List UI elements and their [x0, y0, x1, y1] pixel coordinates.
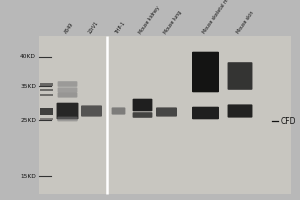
FancyBboxPatch shape: [133, 112, 152, 118]
Bar: [40, 89, 53, 91]
Bar: [40, 118, 53, 120]
Text: 40KD: 40KD: [20, 54, 36, 60]
FancyBboxPatch shape: [192, 52, 219, 92]
FancyBboxPatch shape: [58, 87, 77, 93]
Text: A549: A549: [63, 22, 74, 35]
Bar: [40, 82, 53, 86]
Text: THP-1: THP-1: [114, 21, 127, 35]
Bar: [39, 36, 291, 194]
Bar: [40, 108, 53, 114]
FancyBboxPatch shape: [58, 92, 77, 98]
Text: 35KD: 35KD: [20, 84, 36, 88]
FancyBboxPatch shape: [192, 107, 219, 119]
Text: CFD: CFD: [280, 116, 296, 126]
FancyBboxPatch shape: [56, 103, 79, 119]
FancyBboxPatch shape: [133, 99, 152, 111]
FancyBboxPatch shape: [112, 107, 125, 115]
FancyBboxPatch shape: [57, 117, 78, 121]
FancyBboxPatch shape: [228, 62, 253, 90]
Text: Mouse lung: Mouse lung: [162, 10, 182, 35]
FancyBboxPatch shape: [228, 104, 253, 118]
Text: Mouse kidney: Mouse kidney: [138, 5, 161, 35]
Text: Mouse skin: Mouse skin: [236, 11, 255, 35]
Text: Mouse skeletal muscle: Mouse skeletal muscle: [201, 0, 236, 35]
Bar: [40, 94, 53, 96]
FancyBboxPatch shape: [58, 81, 77, 87]
FancyBboxPatch shape: [156, 107, 177, 117]
FancyBboxPatch shape: [81, 105, 102, 117]
Text: 25KD: 25KD: [20, 117, 36, 122]
Text: 15KD: 15KD: [20, 173, 36, 178]
Text: 22rV1: 22rV1: [87, 21, 100, 35]
